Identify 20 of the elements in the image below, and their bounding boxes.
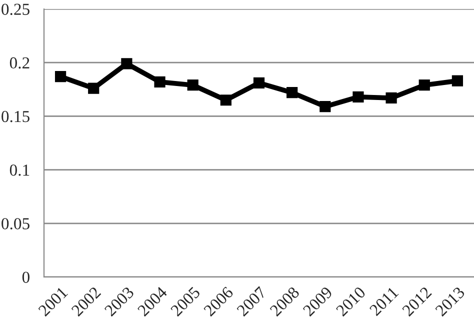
point [320,100,331,112]
y-tick-label: 0.1 [10,164,30,176]
y-tick-label: 0.05 [2,218,30,230]
point [286,87,298,98]
point [452,75,464,86]
point [88,82,100,94]
x-tick-label: 2011 [369,286,399,316]
point [418,80,430,91]
point [386,92,397,104]
point [352,91,364,102]
y-tick-label: 0 [22,272,30,283]
y-tick-label: 0.2 [10,57,30,69]
y-tick-label: 0.15 [2,110,30,122]
y-tick-label: 0.25 [2,4,30,16]
point [154,76,166,88]
point [187,80,198,91]
point [54,70,66,82]
point [121,58,132,70]
point [253,77,265,89]
point [220,94,232,106]
